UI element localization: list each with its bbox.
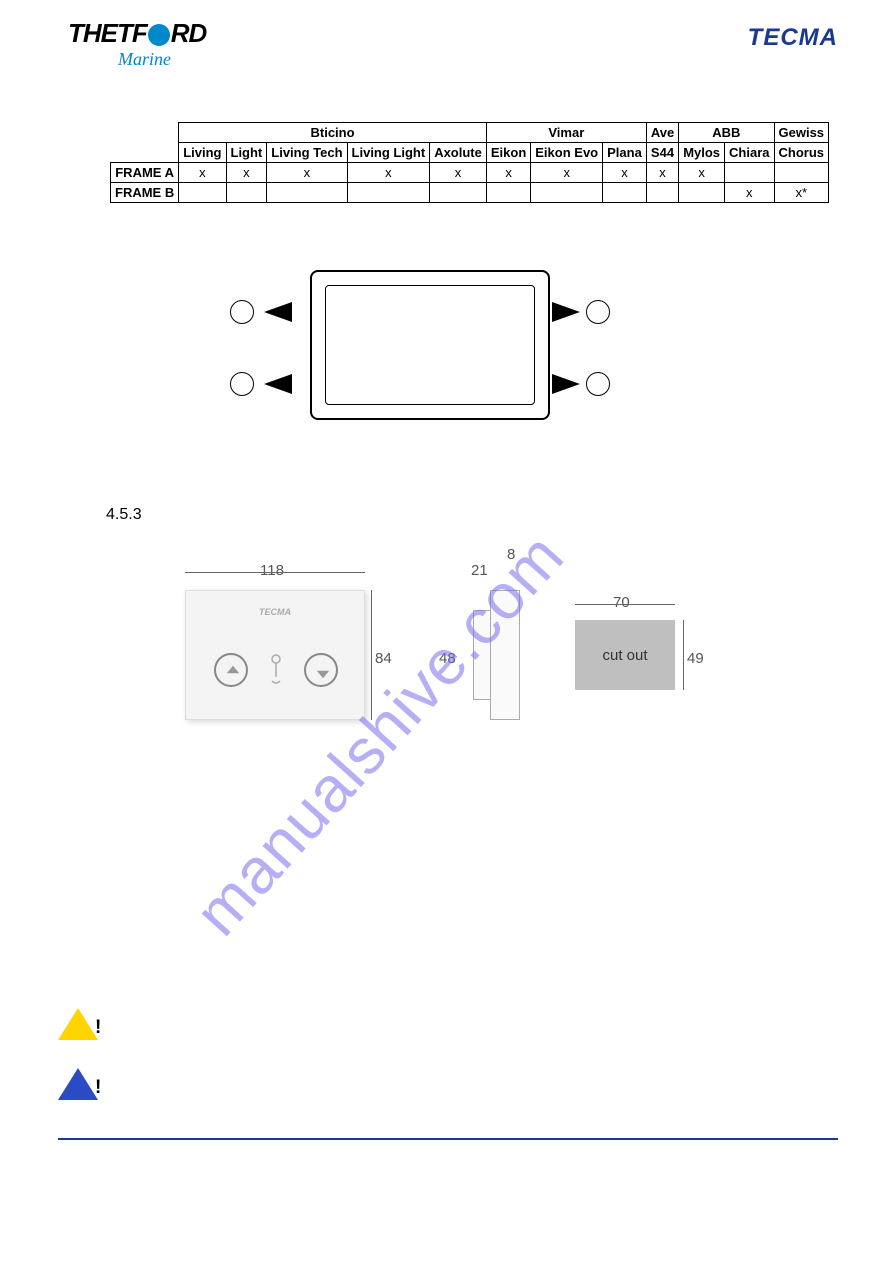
- cell: x: [531, 163, 603, 183]
- notice-icon: !: [58, 1068, 98, 1100]
- panel-brand-label: TECMA: [186, 607, 364, 617]
- model-header: Plana: [603, 143, 647, 163]
- dim-width-label: 118: [260, 562, 284, 579]
- compatibility-table-wrap: Bticino Vimar Ave ABB Gewiss Living Ligh…: [110, 122, 829, 203]
- cell: [725, 163, 774, 183]
- row-label: FRAME B: [111, 183, 179, 203]
- brand-header: Gewiss: [774, 123, 829, 143]
- dim-line: [575, 604, 675, 605]
- brand-header: ABB: [679, 123, 774, 143]
- compatibility-table: Bticino Vimar Ave ABB Gewiss Living Ligh…: [110, 122, 829, 203]
- brand-header: Ave: [646, 123, 678, 143]
- cell: x: [347, 163, 430, 183]
- model-header: Living: [179, 143, 226, 163]
- tecma-logo: TECMA: [748, 24, 838, 52]
- cell: x: [267, 163, 347, 183]
- footer-divider: [58, 1138, 838, 1140]
- model-header: Light: [226, 143, 267, 163]
- cell: [531, 183, 603, 203]
- logo-star-icon: [148, 24, 170, 46]
- brand-header: Vimar: [486, 123, 646, 143]
- cell: x: [179, 163, 226, 183]
- table-model-row: Living Light Living Tech Living Light Ax…: [111, 143, 829, 163]
- cell: [226, 183, 267, 203]
- cell: [679, 183, 725, 203]
- model-header: Eikon Evo: [531, 143, 603, 163]
- brand-header: Bticino: [179, 123, 487, 143]
- model-header: Axolute: [430, 143, 487, 163]
- logo-text-left: THETF RD: [68, 18, 206, 48]
- model-header: Eikon: [486, 143, 530, 163]
- clip-icon: [586, 372, 610, 396]
- cell: x*: [774, 183, 829, 203]
- model-header: Chiara: [725, 143, 774, 163]
- model-header: Mylos: [679, 143, 725, 163]
- table-row: FRAME A x x x x x x x x x x: [111, 163, 829, 183]
- panel-side-back: [473, 610, 491, 700]
- panel-up-button-icon: [214, 653, 248, 687]
- model-header: Living Light: [347, 143, 430, 163]
- logo-part2: RD: [171, 18, 207, 48]
- cell: [774, 163, 829, 183]
- cell: x: [226, 163, 267, 183]
- clip-icon: [230, 372, 254, 396]
- cell: [179, 183, 226, 203]
- model-header: Living Tech: [267, 143, 347, 163]
- panel-center-icon: [268, 653, 284, 687]
- clip-icon: [230, 300, 254, 324]
- table-row: FRAME B x x*: [111, 183, 829, 203]
- dimensions-diagram: TECMA 118 84 21 8 48 cut out 70 49: [175, 550, 735, 750]
- arrow-right-icon: [552, 302, 580, 322]
- cutout-label: cut out: [602, 647, 647, 664]
- arrow-left-icon: [264, 302, 292, 322]
- frame-diagram: [230, 260, 610, 440]
- panel-side: [490, 590, 520, 720]
- row-label: FRAME A: [111, 163, 179, 183]
- dim-cutout-height-label: 49: [687, 650, 704, 667]
- model-header: Chorus: [774, 143, 829, 163]
- caution-icon: !: [58, 1008, 98, 1040]
- cell: x: [486, 163, 530, 183]
- cell: [267, 183, 347, 203]
- panel-down-button-icon: [304, 653, 338, 687]
- dim-side-height-label: 48: [439, 650, 456, 667]
- dim-height-label: 84: [375, 650, 392, 667]
- logo-part1: THETF: [68, 18, 147, 48]
- panel-front: TECMA: [185, 590, 365, 720]
- cell: [646, 183, 678, 203]
- cell: x: [430, 163, 487, 183]
- arrow-left-icon: [264, 374, 292, 394]
- cutout-box: cut out: [575, 620, 675, 690]
- cell: x: [679, 163, 725, 183]
- cell: [603, 183, 647, 203]
- logo-subtitle: Marine: [118, 49, 206, 70]
- thetford-logo: THETF RD Marine: [68, 18, 206, 70]
- dim-line: [683, 620, 684, 690]
- model-header: S44: [646, 143, 678, 163]
- dim-line: [185, 572, 365, 573]
- cell: [430, 183, 487, 203]
- table-brand-row: Bticino Vimar Ave ABB Gewiss: [111, 123, 829, 143]
- cell: [486, 183, 530, 203]
- section-number: 4.5.3: [106, 506, 142, 524]
- page-header: THETF RD Marine TECMA: [0, 12, 893, 72]
- arrow-right-icon: [552, 374, 580, 394]
- cell: x: [603, 163, 647, 183]
- dim-line: [371, 590, 372, 720]
- clip-icon: [586, 300, 610, 324]
- cell: [347, 183, 430, 203]
- dim-depth2-label: 8: [507, 546, 515, 563]
- cell: x: [725, 183, 774, 203]
- cell: x: [646, 163, 678, 183]
- dim-cutout-width-label: 70: [613, 594, 630, 611]
- dim-depth1-label: 21: [471, 562, 488, 579]
- frame-inner: [325, 285, 535, 405]
